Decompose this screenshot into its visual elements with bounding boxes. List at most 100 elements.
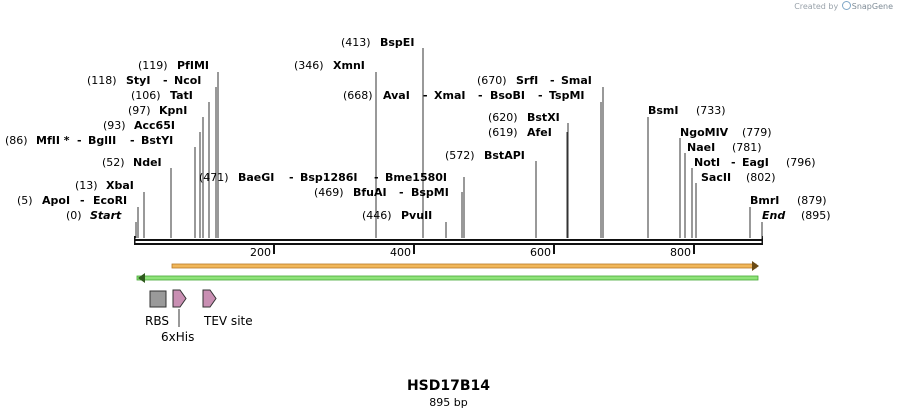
enzyme-label: Bme1580I [385,171,447,184]
credit-brand: SnapGene [851,2,893,11]
enzyme-label: BspEI [380,36,414,49]
enzyme-label: BstAPI [484,149,525,162]
enzyme-label: EagI [742,156,769,169]
enzyme-label: SrfI [516,74,538,87]
svg-text:-: - [399,186,404,199]
ruler-label: 600 [530,246,551,259]
feature-label-rbs: RBS [145,314,169,328]
site-pos: (895) [801,209,831,222]
end-label: End [762,209,785,222]
svg-text:-: - [423,89,428,102]
enzyme-label: AfeI [527,126,552,139]
site-pos: (469) [314,186,344,199]
enzyme-label: PfIMI [177,59,209,72]
site-pos: (572) [445,149,475,162]
tev-site-feature[interactable] [202,289,217,308]
sequence-title: HSD17B14 [406,378,491,394]
site-pos: (13) [75,179,98,192]
site-pos: (471) [199,171,229,184]
enzyme-label: KpnI [159,104,187,117]
enzyme-label: NcoI [174,74,201,87]
site-pos: (802) [746,171,776,184]
ruler-label: 200 [250,246,271,259]
enzyme-label: BspMI [411,186,449,199]
enzyme-label: NaeI [687,141,715,154]
site-pos: (0) [66,209,82,222]
site-pos: (670) [477,74,507,87]
backbone-top [134,239,763,241]
svg-text:-: - [289,171,294,184]
orf-reverse[interactable] [136,273,759,283]
svg-text:-: - [374,171,379,184]
enzyme-label: BglII [88,134,116,147]
site-pos: (733) [696,104,726,117]
site-pos: (93) [103,119,126,132]
enzyme-label: PvuII [401,209,432,222]
feature-label-6xhis: 6xHis [161,330,194,344]
site-pos: (119) [138,59,168,72]
svg-text:-: - [550,74,555,87]
svg-text:-: - [80,194,85,207]
orf-reverse-arrowhead-icon [138,273,145,283]
site-pos: (97) [128,104,151,117]
enzyme-label: ApoI [42,194,70,207]
svg-text:-: - [731,156,736,169]
site-pos: (118) [87,74,117,87]
enzyme-label: BfuAI [353,186,387,199]
backbone-bottom [134,243,763,245]
svg-text:-: - [130,134,135,147]
enzyme-label: BsmI [648,104,679,117]
enzyme-label: BaeGI [238,171,274,184]
ruler-label: 800 [670,246,691,259]
site-pos: (413) [341,36,371,49]
ruler-label: 400 [390,246,411,259]
site-leader-lines [135,48,763,238]
6xhis-feature[interactable] [172,289,187,308]
enzyme-label: XmnI [333,59,365,72]
enzyme-label: NdeI [133,156,162,169]
enzyme-label: Acc65I [134,119,175,132]
start-label: Start [90,209,122,222]
site-pos: (620) [488,111,518,124]
site-pos: (346) [294,59,324,72]
orf-forward[interactable] [171,261,759,271]
site-pos: (879) [797,194,827,207]
backbone-left-cap [134,236,136,245]
svg-text:-: - [478,89,483,102]
enzyme-label: TatI [170,89,193,102]
rbs-feature[interactable] [149,290,167,308]
orf-forward-arrowhead-icon [752,261,759,271]
enzyme-label: TspMI [549,89,585,102]
backbone-right-cap [761,236,763,245]
sequence-length: 895 bp [429,396,468,409]
site-pos: (779) [742,126,772,139]
enzyme-label: NgoMIV [680,126,729,139]
enzyme-label: NotI [694,156,720,169]
enzyme-label: SmaI [561,74,592,87]
site-pos: (86) [5,134,28,147]
enzyme-label: AvaI [383,89,410,102]
site-pos: (106) [131,89,161,102]
site-pos: (668) [343,89,373,102]
site-pos: (446) [362,209,392,222]
snapgene-logo-icon [841,1,851,10]
enzyme-label: StyI [126,74,150,87]
svg-text:-: - [163,74,168,87]
enzyme-label: SacII [701,171,731,184]
ruler: 200 400 600 800 [250,245,695,259]
site-pos: (619) [488,126,518,139]
site-pos: (5) [17,194,33,207]
svg-text:-: - [77,134,82,147]
site-pos: (781) [732,141,762,154]
site-pos: (52) [102,156,125,169]
feature-label-tev-site: TEV site [203,314,253,328]
enzyme-label: BmrI [750,194,779,207]
snapgene-credit: Created by SnapGene [794,1,893,11]
enzyme-label: XbaI [106,179,134,192]
credit-prefix: Created by [794,2,839,11]
svg-text:-: - [538,89,543,102]
enzyme-label: Bsp1286I [300,171,358,184]
site-pos: (796) [786,156,816,169]
enzyme-label: EcoRI [93,194,127,207]
